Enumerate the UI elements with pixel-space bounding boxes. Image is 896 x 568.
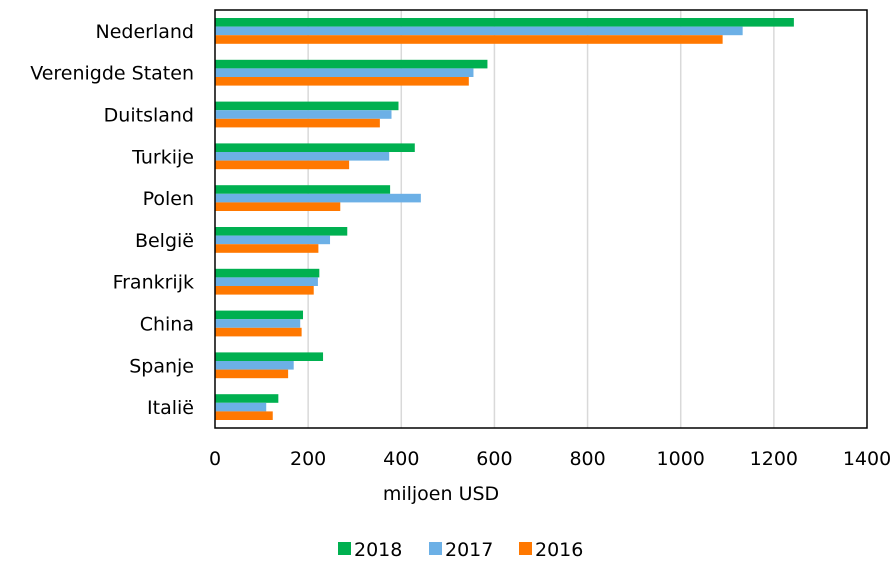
category-label: België	[135, 230, 194, 252]
bar-2016	[215, 118, 380, 128]
bar-2016	[215, 286, 314, 295]
bar-2016	[215, 77, 469, 86]
legend-swatch-2017	[429, 542, 442, 555]
x-tick-label: 1200	[750, 448, 798, 470]
x-tick-label: 200	[290, 448, 326, 470]
x-tick-label: 1000	[657, 448, 705, 470]
bar-2016	[215, 369, 289, 379]
category-label: Spanje	[129, 355, 194, 377]
category-label: Verenigde Staten	[30, 63, 194, 85]
x-tick-label: 400	[383, 448, 419, 470]
bars	[215, 18, 794, 420]
bar-2017	[215, 402, 267, 412]
bar-2018	[215, 310, 304, 320]
legend-label: 2018	[354, 539, 402, 561]
x-tick-label: 600	[476, 448, 512, 470]
bar-2018	[215, 268, 320, 278]
x-tick-labels: 0 200 400 600 800 1000 1200 1400	[209, 448, 891, 470]
category-label: Italië	[147, 397, 194, 419]
bar-2016	[215, 202, 341, 211]
bar-2017	[215, 68, 474, 77]
legend: 2018 2017 2016	[338, 539, 583, 561]
bar-2018	[215, 59, 488, 69]
legend-label: 2016	[535, 539, 583, 561]
bar-2016	[215, 327, 302, 337]
bar-2017	[215, 152, 390, 161]
x-tick-label: 1400	[843, 448, 891, 470]
bar-2018	[215, 185, 391, 194]
x-tick-label: 800	[569, 448, 605, 470]
bar-2016	[215, 411, 273, 420]
bar-2017	[215, 235, 331, 245]
legend-swatch-2016	[519, 542, 532, 555]
category-label: Duitsland	[104, 105, 194, 127]
bar-2017	[215, 277, 318, 286]
bar-2017	[215, 193, 421, 203]
category-label: China	[140, 314, 194, 336]
category-label: Frankrijk	[113, 272, 194, 294]
bar-2018	[215, 394, 279, 403]
bar-2016	[215, 244, 319, 253]
category-label: Turkije	[131, 146, 194, 168]
bar-2017	[215, 319, 301, 328]
bar-2018	[215, 101, 399, 111]
category-label: Polen	[143, 188, 194, 210]
legend-label: 2017	[445, 539, 493, 561]
bar-2017	[215, 361, 294, 370]
x-tick-label: 0	[209, 448, 221, 470]
bar-2018	[215, 143, 415, 152]
legend-swatch-2018	[338, 542, 351, 555]
category-labels: Nederland Verenigde Staten Duitsland Turkij…	[30, 21, 194, 419]
bar-2017	[215, 26, 743, 36]
x-axis-title: miljoen USD	[383, 483, 499, 505]
plot-frame	[214, 9, 868, 429]
bar-2018	[215, 227, 348, 236]
bar-2018	[215, 18, 794, 27]
bar-2017	[215, 110, 392, 119]
category-label: Nederland	[96, 21, 195, 43]
bar-2016	[215, 160, 350, 170]
bar-2016	[215, 35, 723, 44]
bar-2018	[215, 352, 324, 361]
